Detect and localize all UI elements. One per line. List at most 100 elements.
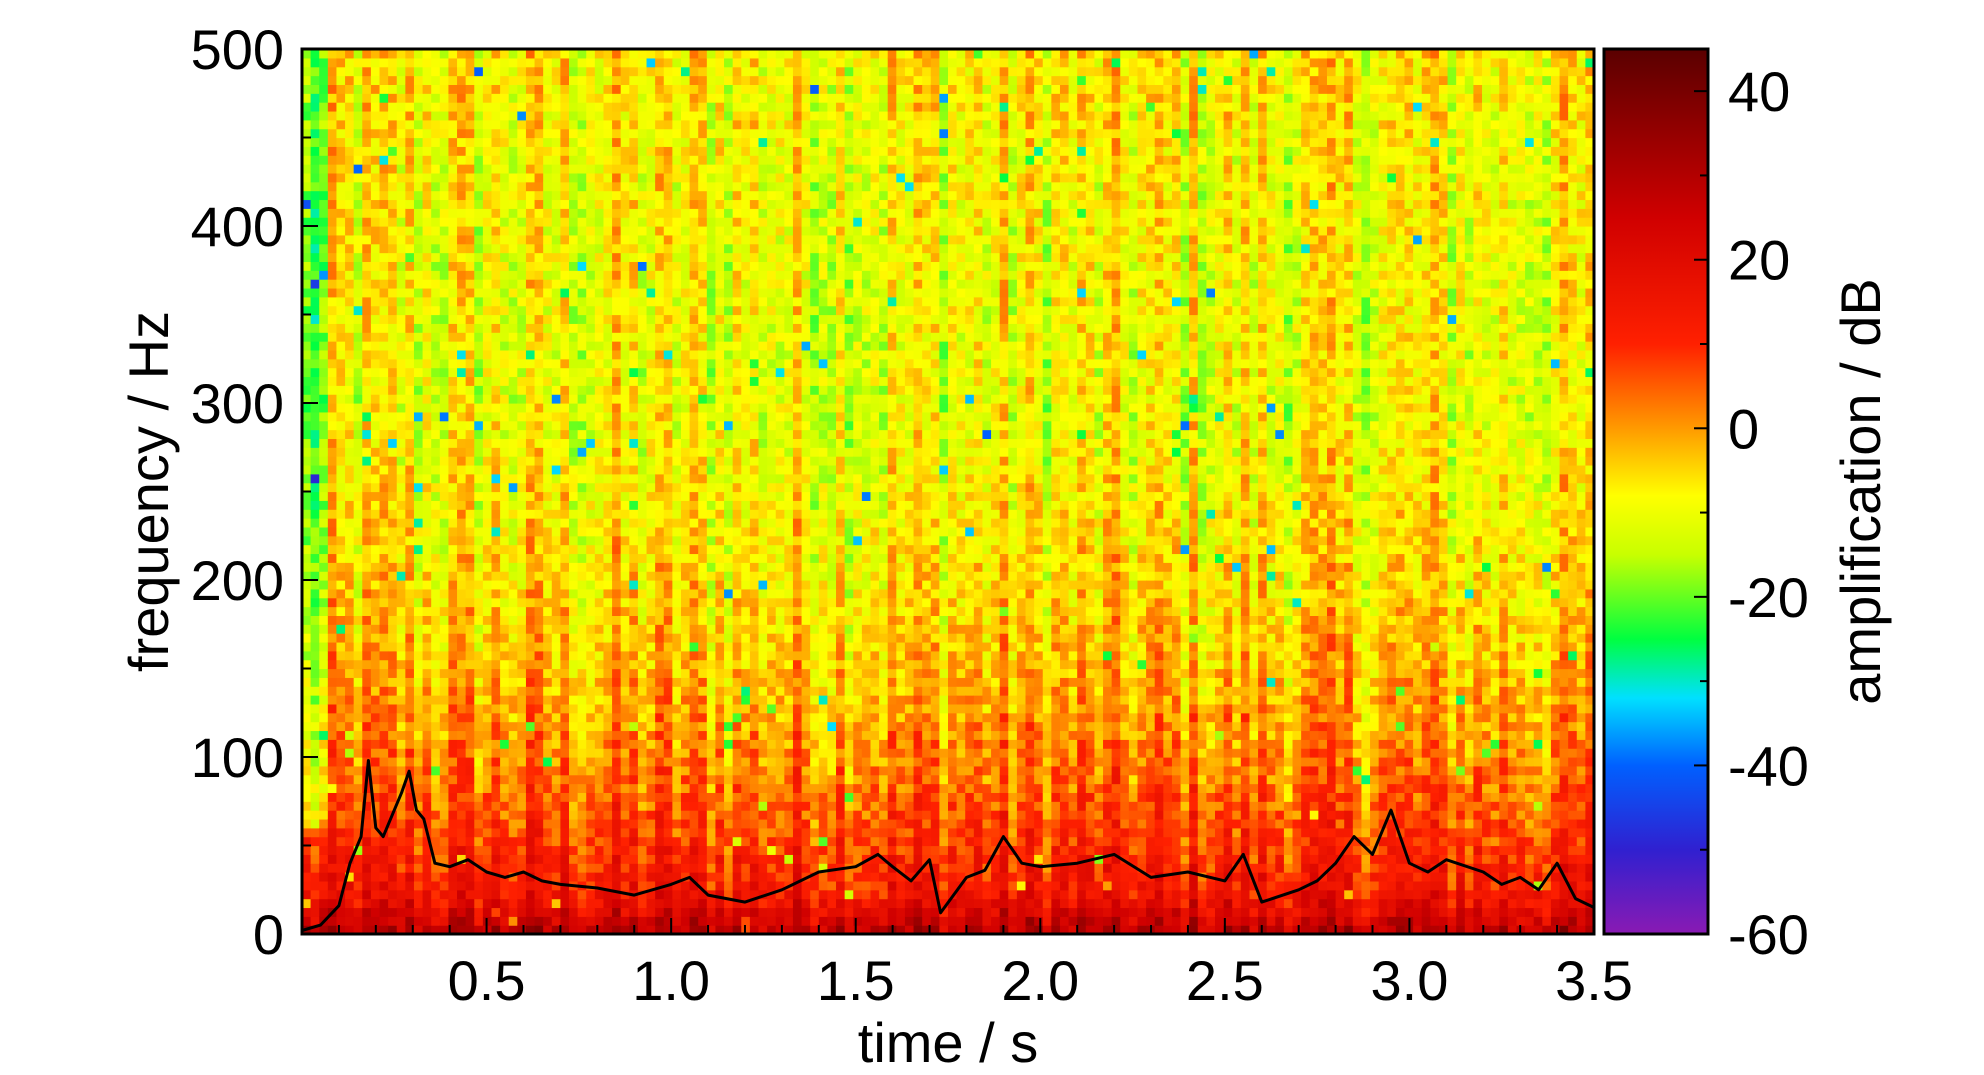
heatmap-cell <box>465 818 475 829</box>
heatmap-cell <box>345 712 355 723</box>
heatmap-cell <box>672 181 682 192</box>
heatmap-cell <box>689 668 699 678</box>
heatmap-cell <box>370 323 381 333</box>
heatmap-cell <box>525 429 536 439</box>
heatmap-cell <box>465 739 475 749</box>
heatmap-cell <box>569 420 579 431</box>
heatmap-cell <box>680 783 691 793</box>
heatmap-cell <box>663 429 673 439</box>
heatmap-cell <box>637 739 648 749</box>
heatmap-cell <box>543 75 553 85</box>
heatmap-cell <box>327 314 338 324</box>
heatmap-cell <box>560 827 570 838</box>
heatmap-cell <box>646 748 656 758</box>
heatmap-cell <box>594 518 605 528</box>
heatmap-cell <box>396 633 406 643</box>
heatmap-cell <box>370 287 381 298</box>
heatmap-cell <box>310 349 320 360</box>
heatmap-cell <box>689 509 699 519</box>
heatmap-cell <box>396 827 406 838</box>
heatmap-cell <box>586 535 596 546</box>
heatmap-cell <box>422 907 432 917</box>
heatmap-cell <box>724 332 734 342</box>
heatmap-cell <box>637 677 648 687</box>
heatmap-cell <box>629 208 639 218</box>
heatmap-cell <box>319 863 329 873</box>
heatmap-cell <box>439 234 450 245</box>
heatmap-cell <box>577 332 587 342</box>
heatmap-cell <box>577 907 587 917</box>
heatmap-cell <box>672 261 682 271</box>
heatmap-cell <box>698 110 708 121</box>
heatmap-cell <box>302 137 312 147</box>
heatmap-cell <box>646 659 656 670</box>
heatmap-cell <box>706 783 717 793</box>
heatmap-cell <box>439 102 450 112</box>
heatmap-cell <box>388 872 398 882</box>
heatmap-cell <box>586 270 596 280</box>
heatmap-cell <box>594 376 605 386</box>
heatmap-cell <box>353 128 363 139</box>
heatmap-cell <box>724 323 734 333</box>
heatmap-cell <box>560 341 570 351</box>
heatmap-cell <box>362 553 372 563</box>
heatmap-cell <box>525 57 536 68</box>
heatmap-cell <box>482 217 493 227</box>
heatmap-cell <box>577 367 587 378</box>
heatmap-cell <box>431 349 441 360</box>
heatmap-cell <box>431 226 441 236</box>
heatmap-cell <box>302 571 312 581</box>
heatmap-cell <box>689 243 699 254</box>
heatmap-cell <box>345 677 355 687</box>
heatmap-cell <box>577 287 587 298</box>
heatmap-cell <box>551 349 561 360</box>
heatmap-cell <box>370 783 381 793</box>
heatmap-cell <box>439 49 450 59</box>
heatmap-cell <box>500 411 510 422</box>
heatmap-cell <box>491 571 501 581</box>
heatmap-cell <box>465 854 475 864</box>
heatmap-cell <box>482 898 493 909</box>
heatmap-cell <box>482 686 493 696</box>
heatmap-cell <box>655 358 665 369</box>
heatmap-cell <box>715 279 725 289</box>
heatmap-cell <box>439 544 450 555</box>
heatmap-cell <box>560 75 570 85</box>
heatmap-cell <box>327 279 338 289</box>
heatmap-cell <box>706 686 717 696</box>
heatmap-cell <box>439 774 450 785</box>
heatmap-cell <box>500 287 510 298</box>
heatmap-cell <box>302 261 312 271</box>
heatmap-cell <box>698 234 708 245</box>
heatmap-cell <box>319 456 329 466</box>
heatmap-cell <box>379 535 389 546</box>
heatmap-cell <box>379 500 389 510</box>
heatmap-cell <box>663 677 673 687</box>
heatmap-cell <box>310 403 320 413</box>
heatmap-cell <box>629 438 639 448</box>
heatmap-cell <box>543 181 553 192</box>
heatmap-cell <box>724 712 734 723</box>
heatmap-cell <box>353 243 363 254</box>
heatmap-cell <box>525 164 536 174</box>
heatmap-cell <box>629 217 639 227</box>
heatmap-cell <box>543 827 553 838</box>
heatmap-cell <box>413 438 424 448</box>
heatmap-cell <box>603 686 613 696</box>
heatmap-cell <box>612 606 622 616</box>
heatmap-cell <box>586 792 596 802</box>
heatmap-cell <box>362 341 372 351</box>
heatmap-cell <box>310 677 320 687</box>
heatmap-cell <box>594 801 605 811</box>
heatmap-cell <box>396 146 406 156</box>
heatmap-cell <box>431 588 441 599</box>
heatmap-cell <box>620 580 630 590</box>
heatmap-cell <box>413 110 424 121</box>
heatmap-cell <box>345 243 355 254</box>
heatmap-cell <box>646 765 656 776</box>
heatmap-cell <box>663 456 673 466</box>
heatmap-cell <box>525 438 536 448</box>
heatmap-cell <box>388 686 398 696</box>
heatmap-cell <box>379 571 389 581</box>
heatmap-cell <box>310 287 320 298</box>
